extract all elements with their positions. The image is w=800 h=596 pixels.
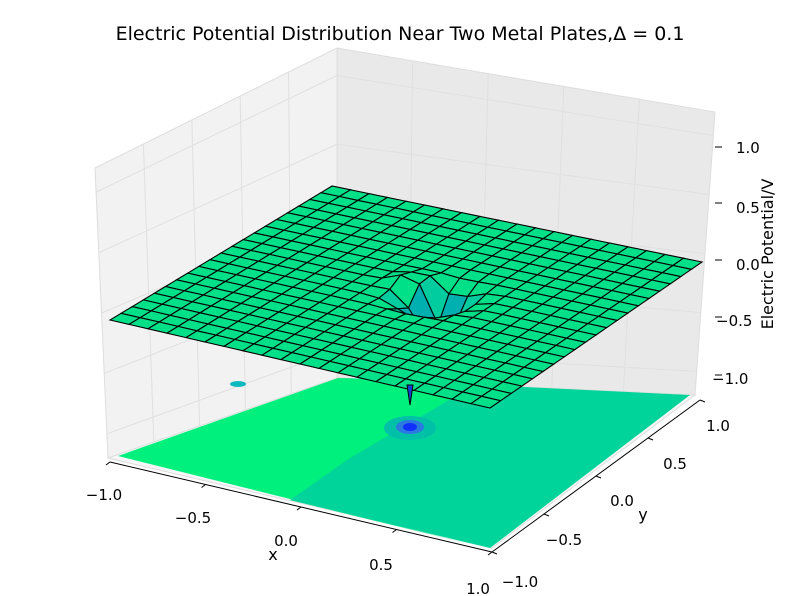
z-axis-label: Electric Potential/V [758,179,777,330]
y-tick-label: 0.0 [610,492,634,510]
y-tick-label: −0.5 [546,531,582,549]
y-axis-labels: −1.0 −0.5 0.0 0.5 1.0 y [502,417,730,591]
contour-dip-core [403,423,417,431]
contour-region-dark [290,378,690,548]
y-tick [543,513,550,517]
x-axis-label: x [268,545,277,564]
axis-ticks [105,146,722,556]
y-tick-label: 1.0 [706,417,730,435]
x-tick-label: 1.0 [466,580,490,596]
z-tick-label: −0.5 [716,312,752,330]
x-axis-line [109,461,493,553]
z-tick-label: −1.0 [712,370,748,388]
x-tick [487,551,493,556]
spike-shape [406,384,414,406]
x-tick-label: −1.0 [86,486,122,504]
chart-title: Electric Potential Distribution Near Two… [116,23,685,45]
x-tick [201,484,206,488]
gridline [336,75,714,137]
x-axis-labels: −1.0 −0.5 0.0 0.5 1.0 x [86,486,490,596]
y-tick [595,475,602,479]
x-tick [105,461,111,466]
gridline [95,75,338,193]
gridline [106,350,338,435]
surface-mesh [108,185,704,409]
contour-peak-small [230,381,246,387]
z-axis-labels: 1.0 0.5 0.0 −0.5 −1.0 Electric Potential… [712,139,777,388]
y-tick-label: 0.5 [663,455,687,473]
y-tick [647,437,654,441]
x-tick [392,529,397,533]
gridline [336,143,710,196]
x-tick [296,506,302,511]
z-tick-label: 1.0 [736,139,760,157]
y-axis-label: y [638,505,647,524]
y-tick [699,399,706,403]
gridline [98,143,338,254]
z-tick-label: 0.5 [736,199,760,217]
surface-cell [469,395,502,409]
x-tick-label: 0.5 [369,556,393,574]
y-tick-label: −1.0 [502,573,538,591]
y-axis-line [491,399,701,553]
y-tick [491,551,498,555]
surface-spike [406,384,414,406]
x-tick-label: −0.5 [175,509,211,527]
z-tick-label: 0.0 [736,256,760,274]
floor-contour [118,378,690,548]
x-tick-label: 0.0 [274,532,298,550]
